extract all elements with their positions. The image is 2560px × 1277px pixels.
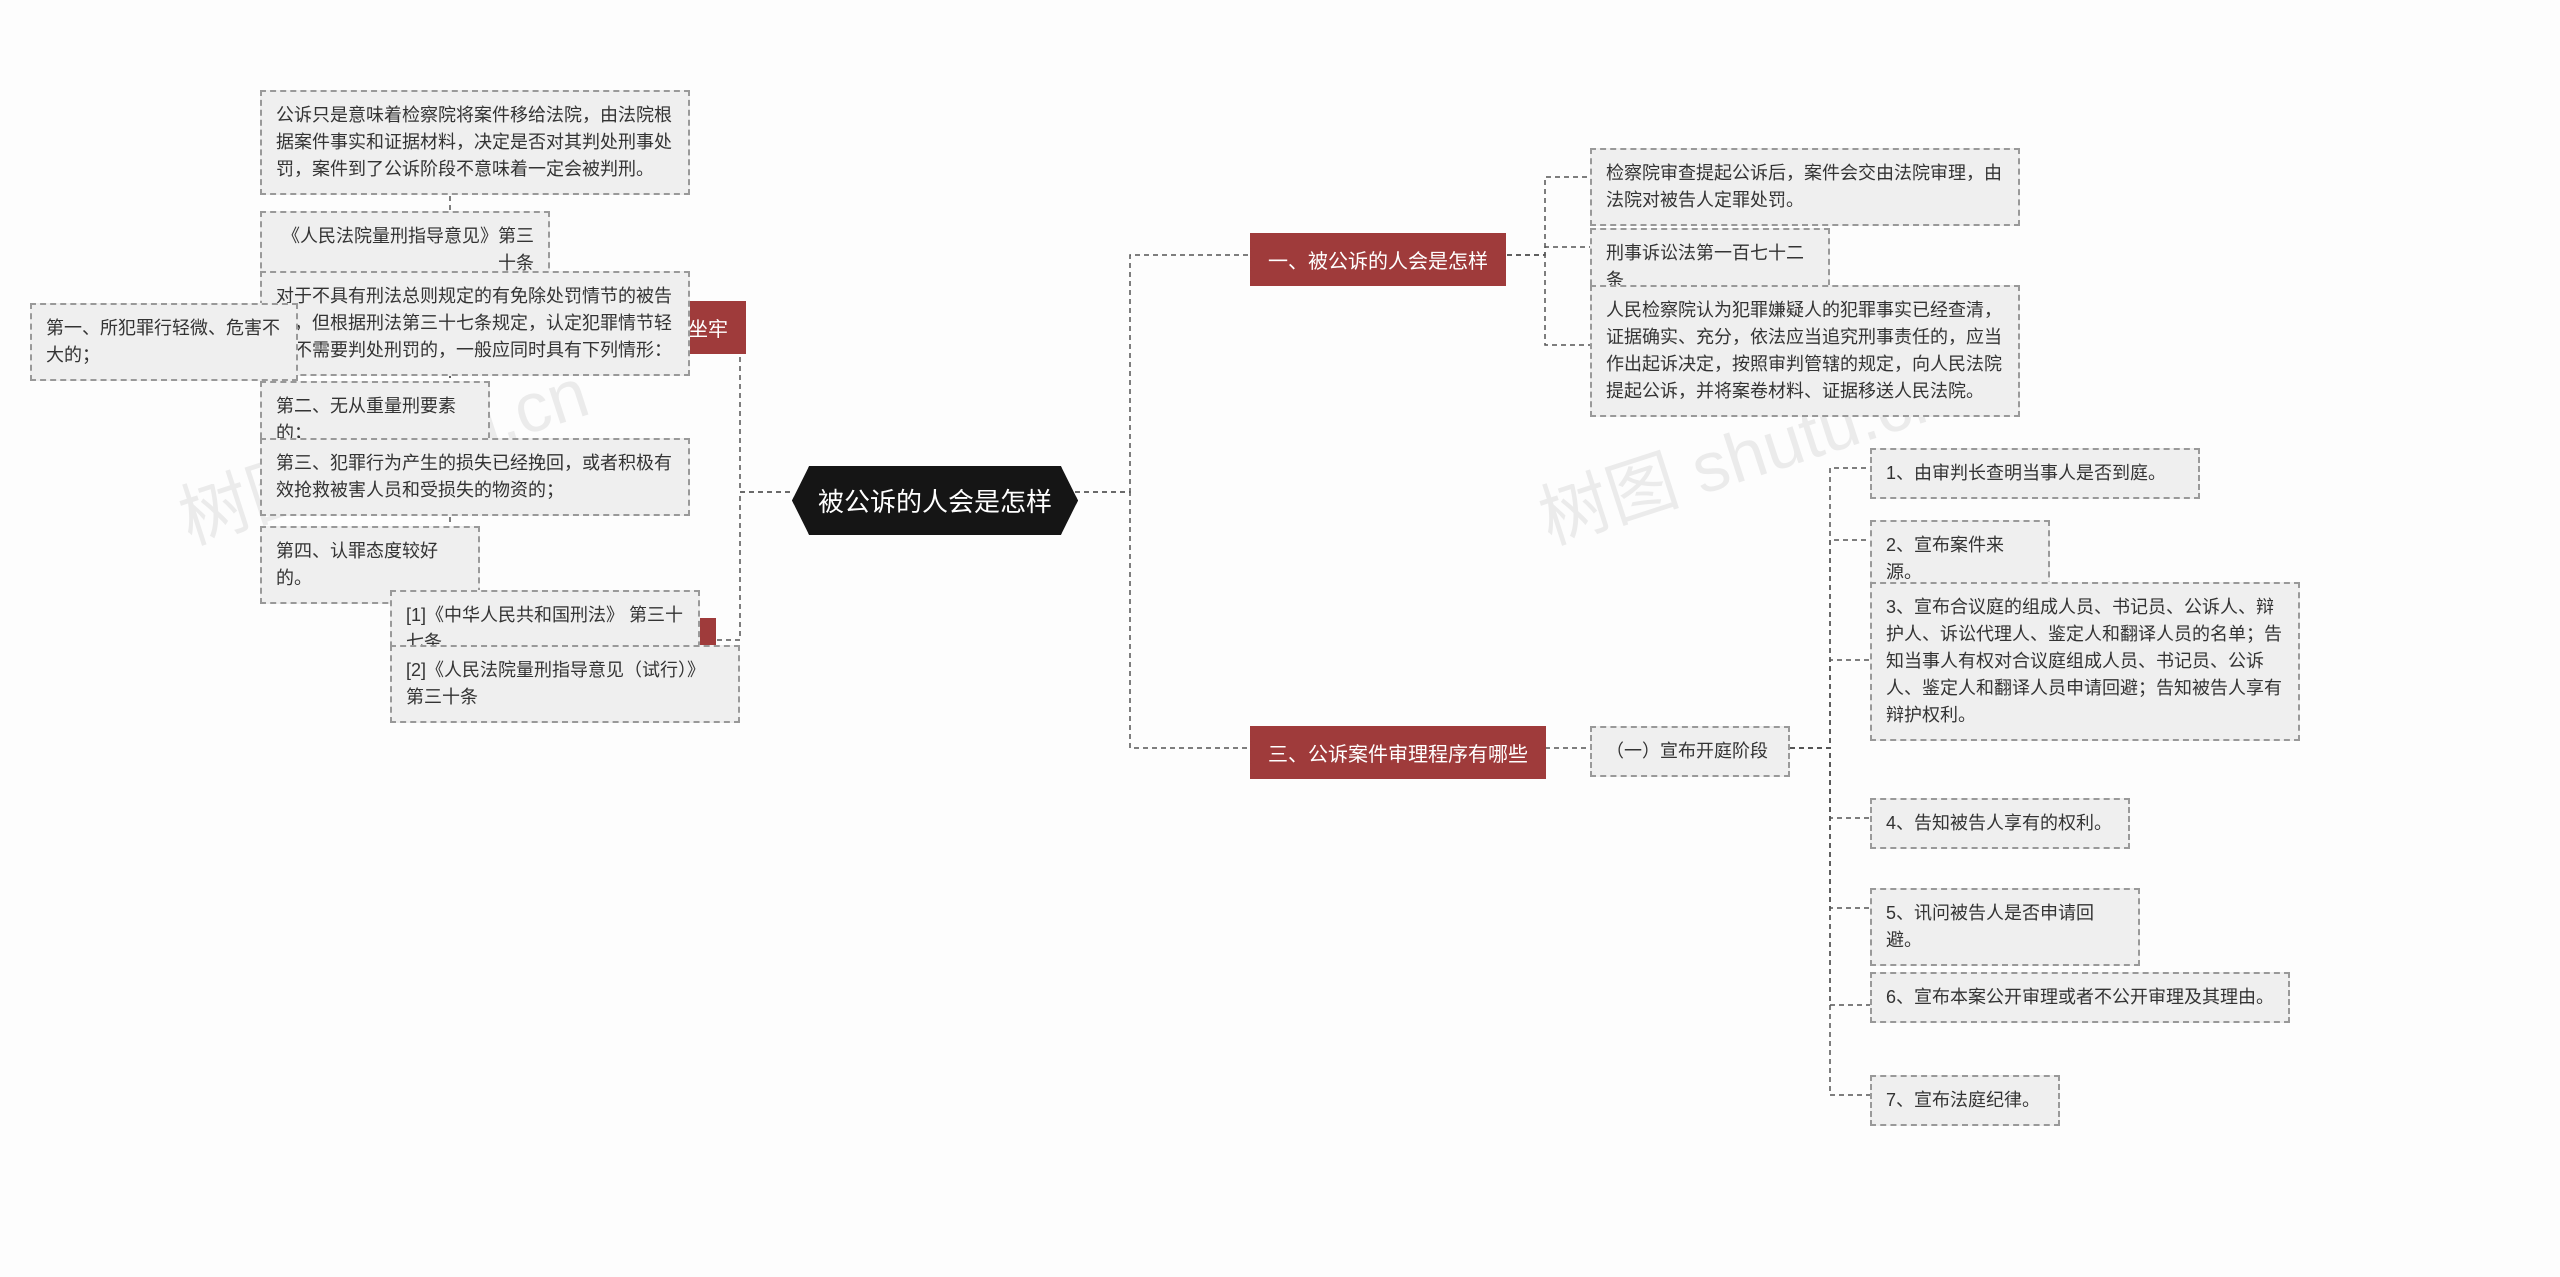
leaf: 对于不具有刑法总则规定的有免除处罚情节的被告人，但根据刑法第三十七条规定，认定犯… — [260, 271, 690, 376]
leaf: 第一、所犯罪行轻微、危害不大的； — [30, 303, 298, 381]
branch-3: 三、公诉案件审理程序有哪些 — [1250, 726, 1546, 779]
branch-1: 一、被公诉的人会是怎样 — [1250, 233, 1506, 286]
leaf: [2]《人民法院量刑指导意见（试行）》 第三十条 — [390, 645, 740, 723]
leaf: 4、告知被告人享有的权利。 — [1870, 798, 2130, 849]
leaf: 7、宣布法庭纪律。 — [1870, 1075, 2060, 1126]
leaf: （一）宣布开庭阶段 — [1590, 726, 1790, 777]
leaf: 6、宣布本案公开审理或者不公开审理及其理由。 — [1870, 972, 2290, 1023]
leaf: 人民检察院认为犯罪嫌疑人的犯罪事实已经查清，证据确实、充分，依法应当追究刑事责任… — [1590, 285, 2020, 417]
leaf: 检察院审查提起公诉后，案件会交由法院审理，由法院对被告人定罪处罚。 — [1590, 148, 2020, 226]
leaf: 1、由审判长查明当事人是否到庭。 — [1870, 448, 2200, 499]
root-node: 被公诉的人会是怎样 — [792, 466, 1078, 535]
leaf: 第三、犯罪行为产生的损失已经挽回，或者积极有效抢救被害人员和受损失的物资的； — [260, 438, 690, 516]
leaf: 公诉只是意味着检察院将案件移给法院，由法院根据案件事实和证据材料，决定是否对其判… — [260, 90, 690, 195]
leaf: 3、宣布合议庭的组成人员、书记员、公诉人、辩护人、诉讼代理人、鉴定人和翻译人员的… — [1870, 582, 2300, 741]
leaf: 5、讯问被告人是否申请回避。 — [1870, 888, 2140, 966]
mindmap-canvas: 树图 shutu.cn 树图 shutu.cn — [0, 0, 2560, 1277]
